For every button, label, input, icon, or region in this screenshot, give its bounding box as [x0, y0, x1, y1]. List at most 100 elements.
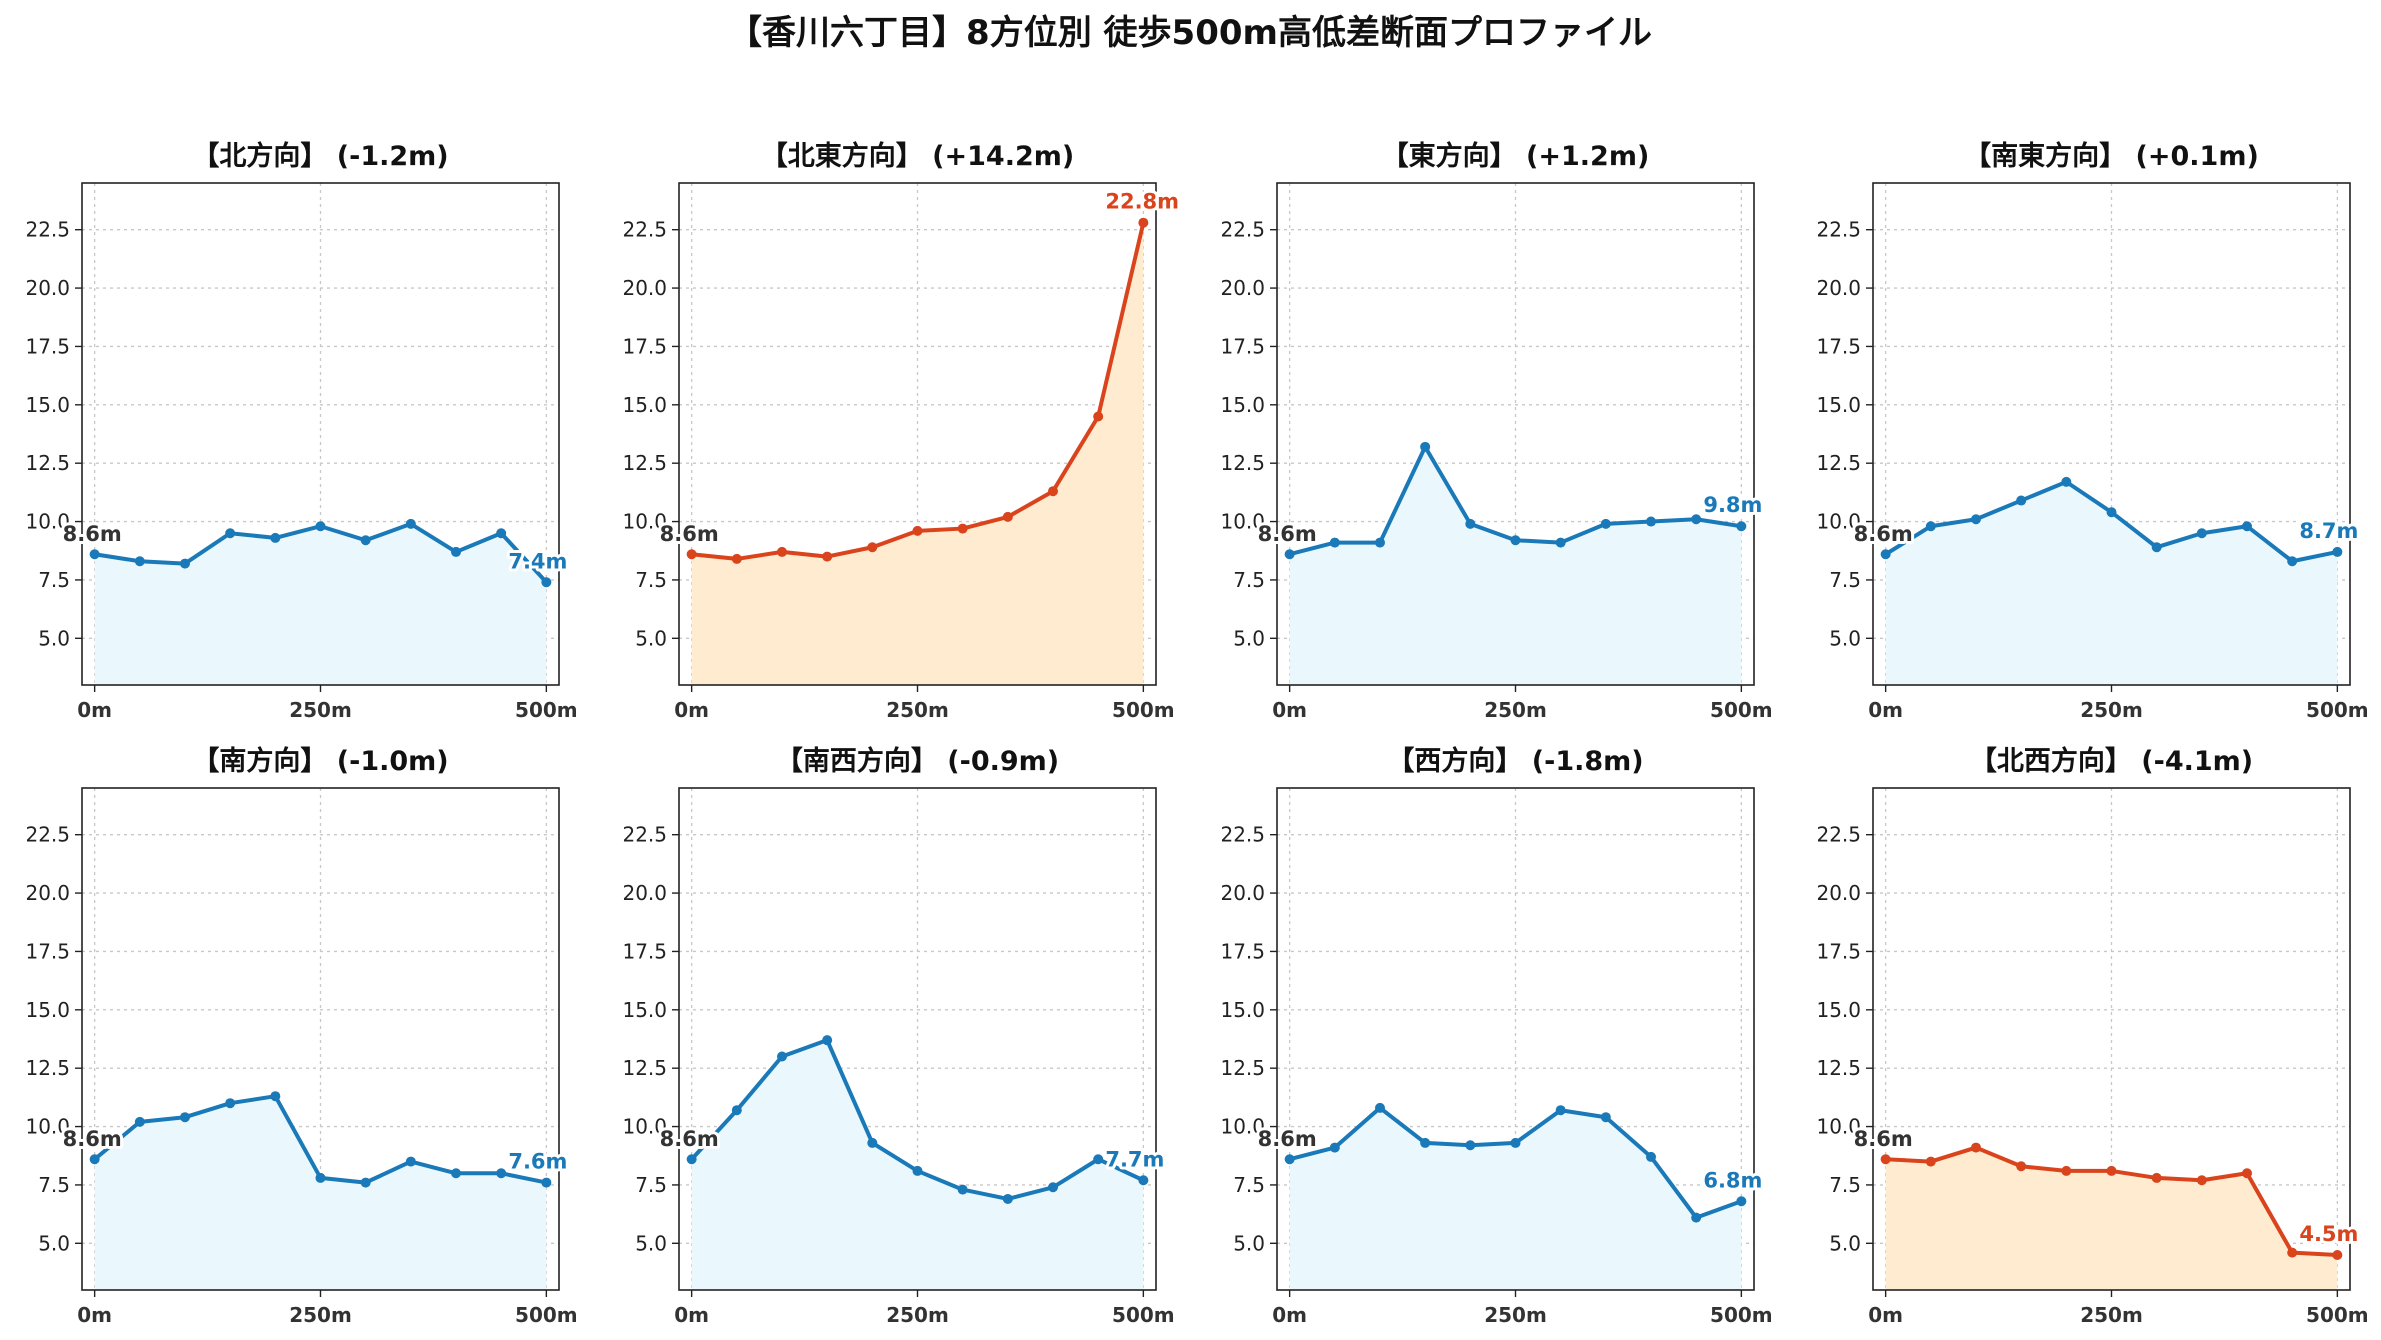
x-tick-label: 500m — [515, 1303, 578, 1327]
x-tick-label: 500m — [1112, 698, 1175, 722]
y-tick-label: 7.5 — [635, 1173, 667, 1197]
x-tick-label: 0m — [1272, 698, 1307, 722]
y-tick-label: 22.5 — [1816, 823, 1861, 847]
data-point — [179, 1112, 190, 1123]
y-tick-label: 17.5 — [1816, 334, 1861, 358]
data-point — [1646, 516, 1657, 527]
y-tick-label: 12.5 — [25, 1056, 70, 1080]
panels-grid: 【北方向】 (-1.2m) 5.0 7.5 10.0 12.5 15.0 17.5 20.0 2… — [25, 140, 2368, 1327]
end-elevation-label: 9.8m — [1703, 493, 1762, 517]
data-point — [1925, 521, 1936, 532]
x-tick-label: 250m — [2080, 1303, 2143, 1327]
start-elevation-label: 8.6m — [1258, 522, 1317, 546]
panel-5: 【南方向】 (-1.0m) 5.0 7.5 10.0 12.5 15.0 17.5 20.0 2… — [25, 745, 577, 1327]
data-point — [1138, 217, 1149, 228]
y-tick-label: 15.0 — [25, 998, 70, 1022]
y-tick-label: 17.5 — [622, 334, 667, 358]
data-point — [1002, 511, 1013, 522]
data-point — [1970, 514, 1981, 525]
data-point — [360, 1177, 371, 1188]
y-tick-label: 10.0 — [622, 1115, 667, 1139]
y-tick-label: 10.0 — [1220, 510, 1265, 534]
y-tick-label: 22.5 — [25, 218, 70, 242]
data-point — [134, 1116, 145, 1127]
y-tick-label: 15.0 — [25, 393, 70, 417]
y-tick-label: 15.0 — [1816, 393, 1861, 417]
x-tick-label: 500m — [1710, 698, 1773, 722]
x-tick-label: 0m — [77, 1303, 112, 1327]
y-tick-label: 17.5 — [622, 939, 667, 963]
start-elevation-label: 8.6m — [63, 1127, 122, 1151]
data-point — [1093, 411, 1104, 422]
y-tick-label: 5.0 — [38, 1231, 70, 1255]
data-point — [89, 549, 100, 560]
data-point — [822, 1035, 833, 1046]
y-tick-label: 10.0 — [1816, 1115, 1861, 1139]
x-tick-label: 500m — [515, 698, 578, 722]
data-point — [731, 1105, 742, 1116]
data-point — [496, 528, 507, 539]
data-point — [2332, 1249, 2343, 1260]
start-elevation-label: 8.6m — [1854, 1127, 1913, 1151]
y-tick-label: 12.5 — [622, 1056, 667, 1080]
panel-title: 【南東方向】 (+0.1m) — [1964, 140, 2259, 172]
data-point — [1138, 1175, 1149, 1186]
end-elevation-label: 7.6m — [508, 1150, 567, 1174]
data-point — [496, 1168, 507, 1179]
y-tick-label: 22.5 — [1816, 218, 1861, 242]
data-point — [2287, 556, 2298, 567]
x-tick-label: 0m — [77, 698, 112, 722]
data-point — [1329, 537, 1340, 548]
data-point — [1555, 1105, 1566, 1116]
y-tick-label: 5.0 — [635, 626, 667, 650]
start-elevation-label: 8.6m — [1258, 1127, 1317, 1151]
y-tick-label: 22.5 — [25, 823, 70, 847]
data-point — [1048, 1182, 1059, 1193]
y-tick-label: 10.0 — [622, 510, 667, 534]
data-point — [776, 1051, 787, 1062]
data-point — [1284, 549, 1295, 560]
series-area — [94, 1096, 547, 1290]
start-elevation-label: 8.6m — [63, 522, 122, 546]
panel-title: 【東方向】 (+1.2m) — [1382, 140, 1650, 172]
y-tick-label: 12.5 — [622, 451, 667, 475]
y-tick-label: 15.0 — [622, 998, 667, 1022]
y-tick-label: 5.0 — [1233, 626, 1265, 650]
series-area — [1289, 446, 1742, 685]
data-point — [1970, 1142, 1981, 1153]
y-tick-label: 12.5 — [1816, 1056, 1861, 1080]
y-tick-label: 5.0 — [1829, 626, 1861, 650]
data-point — [2242, 521, 2253, 532]
y-tick-label: 12.5 — [1220, 1056, 1265, 1080]
x-tick-label: 500m — [1112, 1303, 1175, 1327]
data-point — [1465, 1140, 1476, 1151]
y-tick-label: 7.5 — [1233, 1173, 1265, 1197]
data-point — [686, 1154, 697, 1165]
y-tick-label: 10.0 — [25, 1115, 70, 1139]
data-point — [1736, 1196, 1747, 1207]
data-point — [912, 1165, 923, 1176]
data-point — [2016, 495, 2027, 506]
data-point — [541, 1177, 552, 1188]
data-point — [89, 1154, 100, 1165]
data-point — [2242, 1168, 2253, 1179]
data-point — [1284, 1154, 1295, 1165]
data-point — [270, 1091, 281, 1102]
data-point — [2151, 1172, 2162, 1183]
data-point — [1510, 1137, 1521, 1148]
y-tick-label: 20.0 — [1220, 276, 1265, 300]
data-point — [822, 551, 833, 562]
x-tick-label: 500m — [2306, 698, 2369, 722]
y-tick-label: 20.0 — [1816, 276, 1861, 300]
data-point — [1093, 1154, 1104, 1165]
x-tick-label: 250m — [1484, 1303, 1547, 1327]
data-point — [1646, 1151, 1657, 1162]
data-point — [2332, 546, 2343, 557]
data-point — [1329, 1142, 1340, 1153]
y-tick-label: 20.0 — [622, 276, 667, 300]
data-point — [1555, 537, 1566, 548]
y-tick-label: 15.0 — [1220, 393, 1265, 417]
series-area — [1885, 481, 2338, 685]
x-tick-label: 500m — [1710, 1303, 1773, 1327]
